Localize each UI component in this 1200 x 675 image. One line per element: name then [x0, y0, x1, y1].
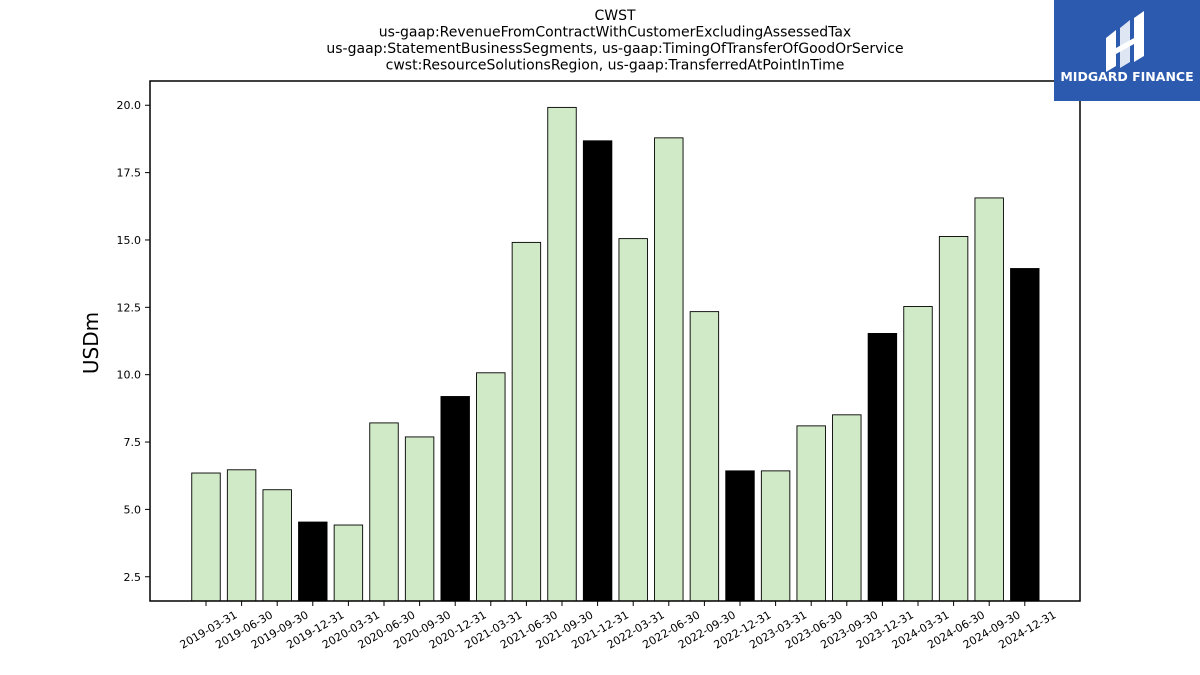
bar-2020-09-30: [404, 436, 435, 602]
y-tick-label: 15.0: [117, 234, 142, 247]
bar-2021-03-31: [476, 372, 506, 602]
chart-title-line: cwst:ResourceSolutionsRegion, us-gaap:Tr…: [386, 58, 845, 74]
y-axis-label: USDm: [79, 312, 103, 374]
bar-2024-03-31: [903, 306, 933, 602]
y-tick-label: 5.0: [124, 503, 142, 516]
logo-text: MIDGARD FINANCE: [1060, 69, 1193, 84]
bar-2023-12-31: [867, 333, 898, 602]
y-tick-label: 10.0: [117, 369, 142, 382]
bar-2023-03-31: [760, 470, 791, 602]
bar-2023-06-30: [796, 425, 826, 602]
x-axis-ticks: 2019-03-312019-06-302019-09-302019-12-31…: [178, 601, 1058, 652]
y-tick-label: 2.5: [124, 571, 142, 584]
y-tick-label: 7.5: [124, 436, 142, 449]
logo-mark-icon: [1106, 11, 1144, 72]
bar-2022-12-31: [725, 470, 755, 602]
bar-2020-03-31: [333, 524, 364, 602]
chart-title-line: us-gaap:RevenueFromContractWithCustomerE…: [379, 25, 851, 41]
y-tick-label: 20.0: [117, 99, 142, 112]
bar-2024-09-30: [974, 197, 1004, 602]
bar-2020-06-30: [369, 422, 399, 602]
bar-2021-12-31: [582, 140, 613, 602]
plot-frame: [149, 80, 1081, 602]
chart-title: CWSTus-gaap:RevenueFromContractWithCusto…: [326, 8, 903, 74]
chart-title-line: us-gaap:StatementBusinessSegments, us-ga…: [326, 41, 903, 57]
y-tick-label: 17.5: [117, 167, 142, 180]
chart-title-line: CWST: [594, 8, 636, 24]
bar-2019-03-31: [191, 472, 221, 602]
bar-2020-12-31: [440, 396, 470, 602]
logo: MIDGARD FINANCE: [1054, 0, 1200, 101]
bar-2024-12-31: [1010, 268, 1040, 602]
bars-group: [191, 106, 1040, 602]
y-axis-ticks: 2.5 5.0 7.5 10.0 12.5 15.0 17.5 20.0: [117, 99, 150, 584]
y-tick-label: 12.5: [117, 301, 142, 314]
bar-2022-03-31: [618, 238, 648, 602]
bar-2024-06-30: [938, 236, 969, 602]
bar-2019-06-30: [226, 469, 257, 602]
bar-2022-09-30: [689, 311, 720, 602]
bar-2019-09-30: [262, 489, 292, 602]
bar-2019-12-31: [298, 521, 328, 602]
bar-2022-06-30: [654, 137, 684, 602]
bar-2021-09-30: [547, 106, 577, 602]
bar-2023-09-30: [832, 414, 862, 602]
bar-2021-06-30: [511, 241, 542, 602]
